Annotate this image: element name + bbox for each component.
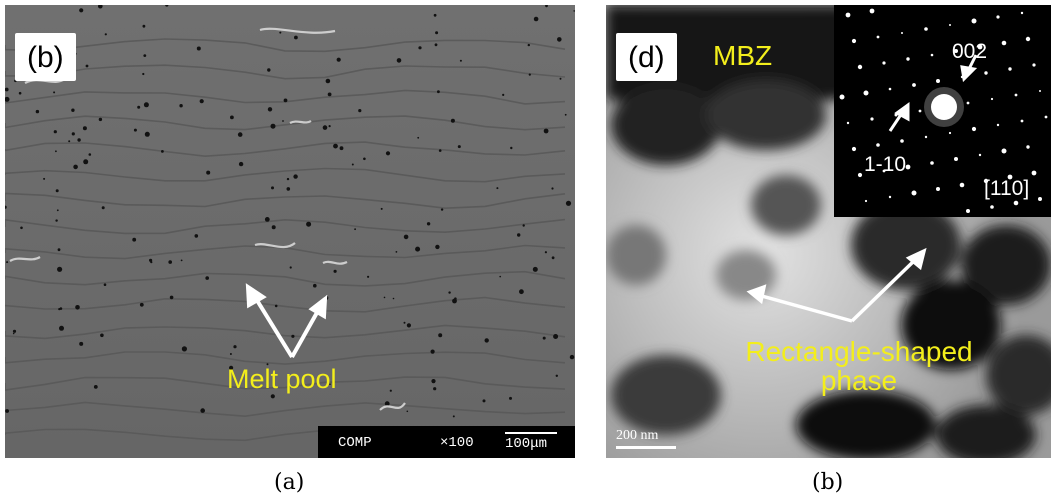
caption-a: (a) bbox=[274, 470, 305, 495]
panel-label-b: (b) bbox=[15, 33, 76, 81]
melt-pool-annotation: Melt pool bbox=[227, 364, 337, 394]
tem-texture bbox=[606, 5, 1051, 458]
sem-scale-bar: COMP ×100 100μm bbox=[318, 426, 575, 458]
diffraction-pattern-inset: 002 1-10 [110] bbox=[834, 5, 1051, 217]
tem-micrograph-panel: 002 1-10 [110] (d) MBZ Rectangle-shaped … bbox=[606, 5, 1051, 458]
diffraction-index-002: 002 bbox=[952, 40, 988, 63]
phase-arrows bbox=[746, 247, 927, 323]
melt-pool-arrows bbox=[245, 283, 328, 359]
panel-label-d: (d) bbox=[616, 33, 677, 81]
sem-magnification: ×100 bbox=[440, 435, 474, 451]
zone-axis-label: [110] bbox=[984, 177, 1030, 200]
mbz-label: MBZ bbox=[713, 40, 773, 71]
sem-scale-length: 100μm bbox=[505, 436, 548, 452]
sem-micrograph-panel: (b) Melt pool COMP ×100 100μm bbox=[5, 5, 575, 458]
tem-scale-length: 200 nm bbox=[616, 428, 659, 443]
rectangle-phase-annotation: Rectangle-shaped phase bbox=[709, 337, 1009, 396]
diffraction-spots bbox=[839, 8, 1048, 213]
sem-texture bbox=[5, 5, 575, 458]
rectangle-phase-line1: Rectangle-shaped bbox=[745, 336, 973, 367]
caption-b: (b) bbox=[812, 470, 844, 495]
tem-scale-line bbox=[616, 446, 676, 449]
sem-scale-line bbox=[505, 432, 557, 434]
sem-mode-label: COMP bbox=[338, 435, 372, 451]
diffraction-index-1-10: 1-10 bbox=[864, 153, 907, 176]
rectangle-phase-line2: phase bbox=[820, 365, 898, 397]
